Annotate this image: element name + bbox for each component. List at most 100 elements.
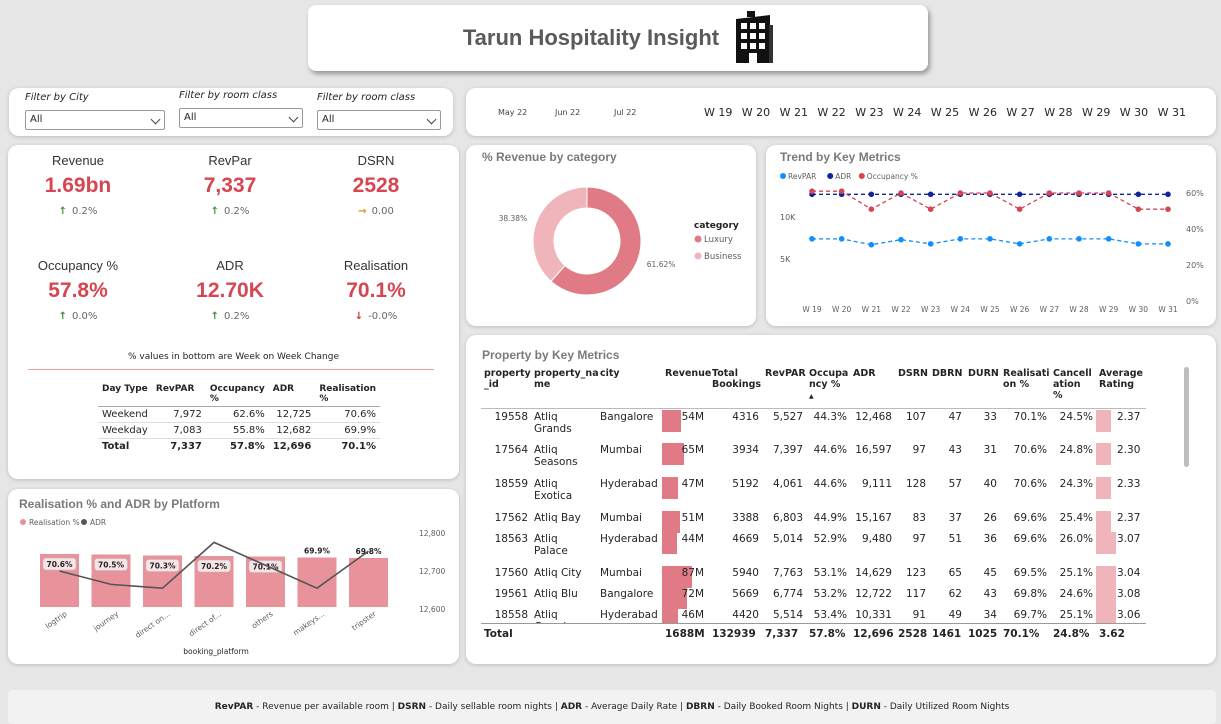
table-row[interactable]: 18559 Atliq Exotica Hyderabad 47M 5192 4,061 4… [481,476,1146,510]
data-point[interactable] [868,241,875,248]
week-option[interactable]: W 22 [817,106,846,119]
col-header[interactable]: RevPAR [151,382,206,407]
revenue-value: 46M [681,609,704,621]
col-header-city[interactable]: city [597,366,662,409]
room-class-filter-dropdown[interactable]: All [179,108,303,128]
data-point[interactable] [898,236,904,243]
data-point[interactable] [1016,191,1023,198]
week-option[interactable]: W 27 [1006,106,1035,119]
table-row[interactable]: 17560 Atliq City Mumbai 87M 5940 7,763 53.1% 14… [481,565,1146,588]
week-option[interactable]: W 23 [855,106,884,119]
col-header-revenue[interactable]: Revenue [662,366,711,409]
data-point[interactable] [898,190,904,196]
data-point[interactable] [1046,190,1053,196]
rating-cell: 3.04 [1096,565,1146,588]
week-option[interactable]: W 21 [779,106,808,119]
col-header-dbrn[interactable]: DBRN [929,366,965,409]
data-point[interactable] [927,191,934,198]
data-point[interactable] [868,206,875,212]
col-header-property-id[interactable]: property _id [481,366,531,409]
week-option[interactable]: W 19 [704,106,733,119]
bar-data-label: 70.2% [201,562,228,571]
total-value: 1688M [662,623,709,644]
donut-slice-luxury[interactable] [550,186,642,296]
data-point[interactable] [957,190,964,196]
donut-slice-business[interactable] [532,186,588,282]
city: Mumbai [600,512,642,524]
data-point[interactable] [838,188,845,194]
table-row[interactable]: 17564 Atliq Seasons Mumbai 65M 3934 7,397 44.6… [481,442,1146,476]
data-point[interactable] [838,236,845,242]
col-header-total-bookings[interactable]: Total Bookings [709,366,762,409]
room-class-filter-2-dropdown[interactable]: All [317,110,441,130]
col-header-cancellation--[interactable]: Cancell ation % [1050,366,1096,409]
data-point[interactable] [987,236,993,242]
col-header-revpar[interactable]: RevPAR [762,366,806,409]
week-option[interactable]: W 20 [741,106,771,119]
col-header-dsrn[interactable]: DSRN [895,366,929,409]
week-option[interactable]: W 29 [1082,106,1111,119]
bar-6[interactable] [349,558,388,607]
data-point[interactable] [1076,190,1082,196]
col-header-occupancy--[interactable]: Occupa ncy % ▲ [806,366,850,409]
data-point[interactable] [1016,206,1023,212]
data-point[interactable] [1105,190,1112,196]
data-point[interactable] [1135,191,1142,198]
data-point[interactable] [1016,241,1023,247]
kpi-adr: ADR 12.70K ↑ 0.2% [160,258,300,322]
data-point[interactable] [927,241,934,247]
table-row[interactable]: 18558 Atliq Grands Hyderabad 46M 4420 5,514 53… [481,607,1146,623]
data-point[interactable] [1105,236,1112,242]
cancellation: 25.4% [1059,512,1093,524]
legend-label: Occupancy % [867,172,918,181]
data-point[interactable] [868,191,875,198]
data-point[interactable] [987,190,993,196]
legend-marker [694,235,702,243]
col-header-adr[interactable]: ADR [850,366,895,409]
week-option[interactable]: W 25 [930,106,960,119]
table-row[interactable]: 18563 Atliq Palace Hyderabad 44M 4669 5,014 52… [481,531,1146,565]
data-point[interactable] [1046,236,1053,242]
data-point[interactable] [1165,191,1171,198]
week-option[interactable]: W 24 [893,106,922,119]
adr-line[interactable] [59,541,369,590]
data-point[interactable] [957,236,964,242]
week-option[interactable]: W 31 [1157,106,1186,119]
total-value: 57.8% [806,623,850,644]
week-option[interactable]: W 30 [1119,106,1149,119]
month-may[interactable]: May 22 [498,108,528,117]
data-point[interactable] [927,206,934,212]
week-option[interactable]: W 28 [1044,106,1073,119]
table-row[interactable]: 17562 Atliq Bay Mumbai 51M 3388 6,803 44.9% 15,… [481,510,1146,533]
table-scrollbar[interactable] [1184,367,1189,467]
data-point[interactable] [1076,236,1082,242]
week-option[interactable]: W 26 [968,106,997,119]
dsrn: 91 [912,609,926,621]
kpi-delta-value: 0.2% [223,206,250,217]
col-header-property-name[interactable]: property_na me [531,366,599,409]
col-header-realisation--[interactable]: Realisati on % [1000,366,1050,409]
table-row[interactable]: Weekend 7,972 62.6% 12,725 70.6% [98,406,381,423]
month-jun[interactable]: Jun 22 [555,108,581,117]
table-row[interactable]: Weekday 7,083 55.8% 12,682 69.9% [98,422,381,439]
data-point[interactable] [1165,206,1171,212]
col-header-average-rating[interactable]: Average Rating [1096,366,1146,409]
col-header[interactable]: ADR [268,382,316,407]
realisation: 70.6% [1013,444,1047,456]
col-header[interactable]: Occupancy % [205,382,269,407]
month-jul[interactable]: Jul 22 [614,108,637,117]
data-point[interactable] [809,236,815,242]
room-class-filter-2-label: Filter by room class [317,92,416,103]
data-point[interactable] [1135,241,1142,247]
table-row[interactable]: 19561 Atliq Blu Bangalore 72M 5669 6,774 53.2%… [481,586,1146,609]
table-row[interactable]: 19558 Atliq Grands Bangalore 54M 4316 5,527 44… [481,408,1146,442]
col-header[interactable]: Day Type [98,382,152,407]
data-point[interactable] [1165,241,1171,247]
col-header-durn[interactable]: DURN [965,366,1000,409]
data-point[interactable] [809,188,815,194]
city-filter-dropdown[interactable]: All [25,110,165,130]
realisation: 69.8% [1013,588,1047,600]
col-header[interactable]: Realisation % [315,382,381,407]
sort-asc-icon[interactable]: ▲ [809,393,814,400]
data-point[interactable] [1135,206,1142,212]
